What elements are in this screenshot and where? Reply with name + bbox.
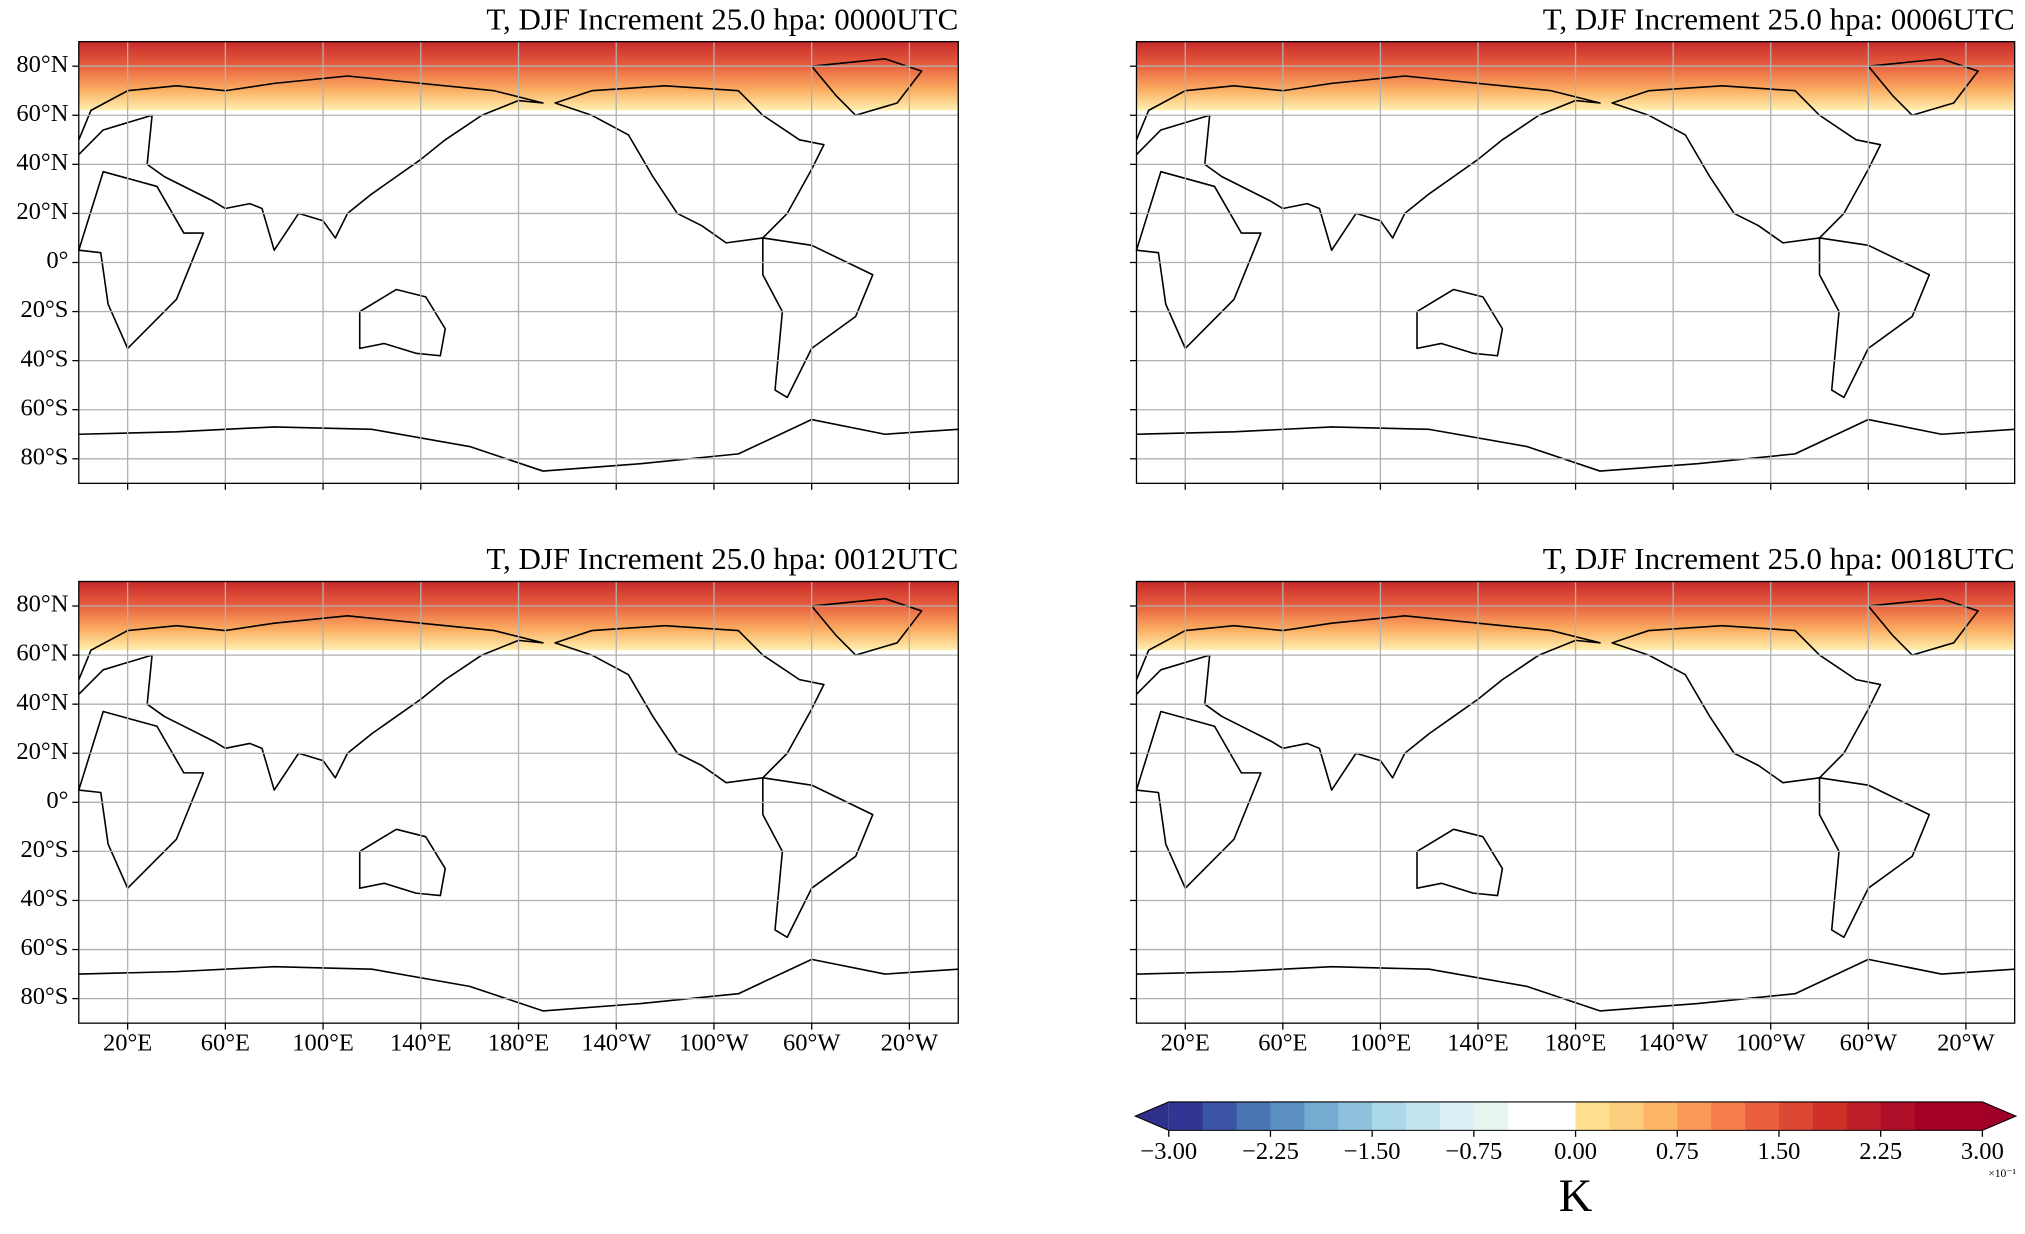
lon-tick-label: 20°W: [881, 1030, 939, 1057]
colorbar-segment: [1304, 1101, 1339, 1131]
lat-tick-label: 20°N: [16, 738, 68, 765]
colorbar-segment: [1270, 1101, 1306, 1131]
lon-tick-label: 60°E: [201, 1030, 250, 1057]
lat-tick-label: 60°S: [20, 934, 68, 961]
panel-title: T, DJF Increment 25.0 hpa: 0006UTC: [1543, 1, 2015, 36]
lon-tick-label: 140°W: [1638, 1030, 1709, 1057]
colorbar-offset-label: ×10⁻¹: [1988, 1167, 2016, 1180]
lat-tick-label: 40°S: [20, 885, 68, 912]
lat-tick-label: 20°S: [20, 296, 68, 323]
lon-tick-label: 100°W: [679, 1030, 750, 1057]
colorbar-segment: [1778, 1101, 1814, 1131]
lat-tick-label: 80°N: [16, 51, 68, 78]
colorbar-extend-under: [1135, 1101, 1169, 1131]
colorbar-tick-label: 0.75: [1656, 1138, 1699, 1165]
lat-tick-label: 40°S: [20, 345, 68, 372]
colorbar-tick-label: 3.00: [1961, 1138, 2004, 1165]
colorbar-segment: [1711, 1101, 1746, 1131]
lon-tick-label: 60°W: [783, 1030, 841, 1057]
colorbar-tick-label: −3.00: [1140, 1138, 1197, 1165]
lat-tick-label: 0°: [46, 787, 68, 814]
lon-tick-label: 20°E: [103, 1030, 152, 1057]
colorbar-segment: [1948, 1101, 1984, 1131]
panel-frame: [1135, 580, 2016, 1024]
colorbar-segment: [1202, 1101, 1238, 1131]
colorbar-segment: [1745, 1101, 1780, 1131]
colorbar-segment: [1338, 1101, 1373, 1131]
lat-tick-label: 40°N: [16, 689, 68, 716]
map-panel: 20°E 60°E 100°E 140°E 180°E 140°W 100°W 60°W 20°…: [1130, 541, 2017, 1057]
colorbar-segment: [1812, 1101, 1848, 1131]
panel-frame: [1135, 41, 2016, 484]
colorbar-segment: [1677, 1101, 1712, 1131]
map-panel: 80°N 60°N 40°N 20°N 0° 20°S 40°S 60°S 80°S 20°E 60…: [16, 541, 961, 1057]
panel-title: T, DJF Increment 25.0 hpa: 0018UTC: [1543, 541, 2015, 576]
colorbar-tick-label: −0.75: [1446, 1138, 1503, 1165]
lon-tick-label: 20°W: [1937, 1030, 1995, 1057]
lon-tick-label: 140°E: [390, 1030, 452, 1057]
colorbar-segment: [1575, 1101, 1611, 1131]
colorbar-segment: [1372, 1101, 1407, 1131]
lat-tick-label: 40°N: [16, 149, 68, 176]
map-panel: T, DJF Increment 25.0 hpa: 0006UTC: [1130, 1, 2017, 490]
lon-tick-label: 60°W: [1840, 1030, 1898, 1057]
colorbar-extend-over: [1982, 1101, 2016, 1131]
lat-tick-label: 80°S: [20, 443, 68, 470]
map-panel: 80°N 60°N 40°N 20°N 0° 20°S 40°S 60°S 80°S T, DJF…: [16, 1, 961, 490]
lon-tick-label: 140°E: [1447, 1030, 1509, 1057]
lon-tick-label: 20°E: [1161, 1030, 1210, 1057]
lat-tick-label: 60°S: [20, 394, 68, 421]
colorbar-segment: [1473, 1101, 1509, 1131]
lat-tick-label: 80°S: [20, 983, 68, 1010]
colorbar-tick-label: 1.50: [1758, 1138, 1801, 1165]
lat-tick-label: 80°N: [16, 591, 68, 618]
lon-tick-label: 180°E: [488, 1030, 550, 1057]
panel-title: T, DJF Increment 25.0 hpa: 0012UTC: [486, 541, 958, 576]
panel-frame: [78, 580, 959, 1024]
colorbar-segment: [1236, 1101, 1272, 1131]
colorbar-segment: [1406, 1101, 1441, 1131]
lat-tick-label: 0°: [46, 247, 68, 274]
colorbar-tick-label: 0.00: [1554, 1138, 1597, 1165]
lat-tick-label: 20°N: [16, 198, 68, 225]
colorbar-segment: [1914, 1101, 1950, 1131]
lon-tick-label: 60°E: [1258, 1030, 1307, 1057]
lon-tick-label: 100°E: [1350, 1030, 1412, 1057]
lon-tick-label: 100°W: [1736, 1030, 1807, 1057]
lon-tick-label: 140°W: [581, 1030, 652, 1057]
colorbar-segment: [1168, 1101, 1204, 1131]
colorbar: −3.00 −2.25 −1.50 −0.75 0.00 0.75 1.50 2.25 3.00…: [1133, 1101, 2018, 1222]
colorbar-segment: [1880, 1101, 1916, 1131]
colorbar-tick-label: −2.25: [1242, 1138, 1299, 1165]
lon-tick-label: 100°E: [292, 1030, 354, 1057]
lat-tick-label: 20°S: [20, 836, 68, 863]
colorbar-segment: [1439, 1101, 1475, 1131]
colorbar-tick-label: 2.25: [1859, 1138, 1902, 1165]
panel-title: T, DJF Increment 25.0 hpa: 0000UTC: [486, 1, 958, 36]
lon-tick-label: 180°E: [1545, 1030, 1607, 1057]
lat-tick-label: 60°N: [16, 100, 68, 127]
colorbar-segment: [1609, 1101, 1645, 1131]
colorbar-segment: [1507, 1101, 1543, 1131]
colorbar-segment: [1541, 1101, 1577, 1131]
panel-frame: [78, 41, 959, 484]
lat-tick-label: 60°N: [16, 640, 68, 667]
colorbar-segment: [1643, 1101, 1678, 1131]
colorbar-label: K: [1559, 1171, 1593, 1222]
colorbar-tick-label: −1.50: [1344, 1138, 1401, 1165]
colorbar-segment: [1846, 1101, 1882, 1131]
